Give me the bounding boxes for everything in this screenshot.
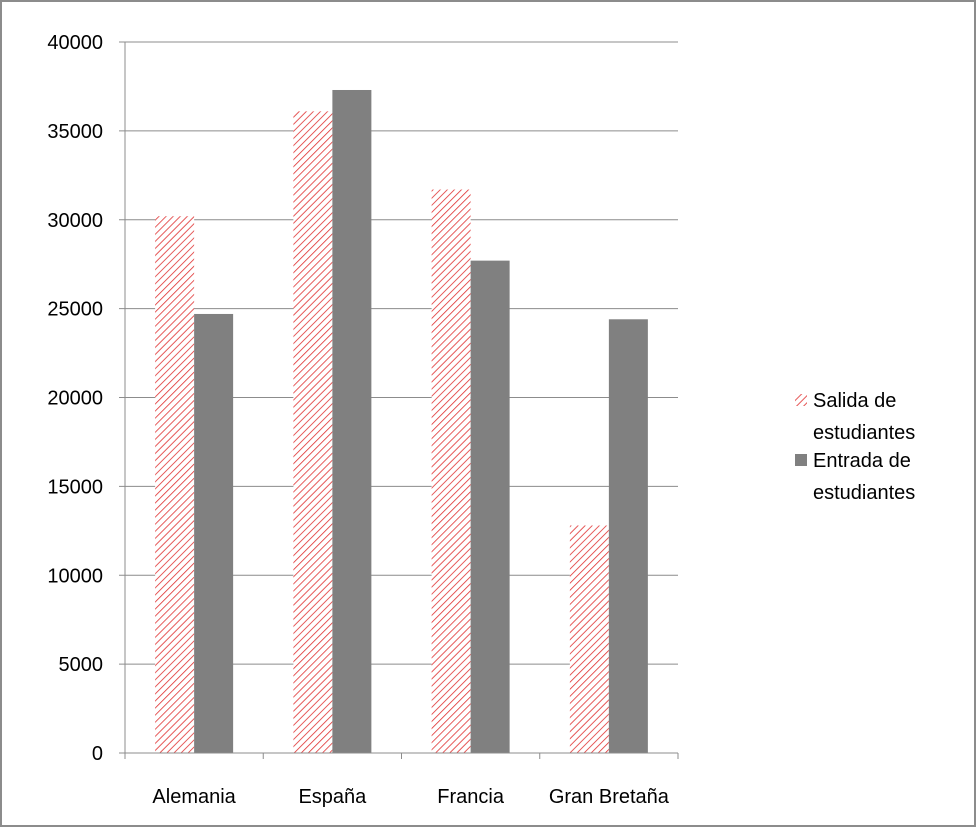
y-tick-label: 30000 <box>47 210 103 232</box>
bars <box>155 89 648 754</box>
y-tick-label: 40000 <box>47 32 103 54</box>
y-tick-label: 20000 <box>47 388 103 410</box>
bar-salida-2 <box>431 189 471 754</box>
x-tick-label: España <box>298 786 367 808</box>
bar-entrada-3 <box>608 319 648 753</box>
legend-swatch-salida <box>795 394 807 406</box>
bar-entrada-0 <box>194 313 234 753</box>
x-tick-label: Gran Bretaña <box>549 786 670 808</box>
axes <box>124 42 679 759</box>
bar-entrada-2 <box>470 260 510 753</box>
y-axis-ticks: 0 5000 10000 15000 20000 25000 30000 35000 40000 <box>47 32 125 765</box>
legend-label-entrada-line1: Entrada de <box>813 450 911 472</box>
y-tick-label: 5000 <box>59 654 104 676</box>
x-tick-label: Alemania <box>152 786 236 808</box>
legend-swatch-entrada <box>795 454 807 466</box>
bar-salida-1 <box>293 111 333 753</box>
y-tick-label: 25000 <box>47 299 103 321</box>
legend-label-entrada-line2: estudiantes <box>813 482 915 504</box>
legend-label-salida-line1: Salida de <box>813 390 896 412</box>
y-tick-label: 35000 <box>47 121 103 143</box>
x-tick-label: Francia <box>437 786 505 808</box>
legend-label-salida-line2: estudiantes <box>813 422 915 444</box>
bar-salida-3 <box>569 525 609 753</box>
bar-salida-0 <box>155 216 195 753</box>
x-axis-labels: Alemania España Francia Gran Bretaña <box>152 786 669 808</box>
legend: Salida de estudiantes Entrada de estudia… <box>795 390 915 504</box>
y-tick-label: 15000 <box>47 476 103 498</box>
bar-entrada-1 <box>332 89 372 754</box>
y-tick-label: 10000 <box>47 565 103 587</box>
y-tick-label: 0 <box>92 743 103 765</box>
